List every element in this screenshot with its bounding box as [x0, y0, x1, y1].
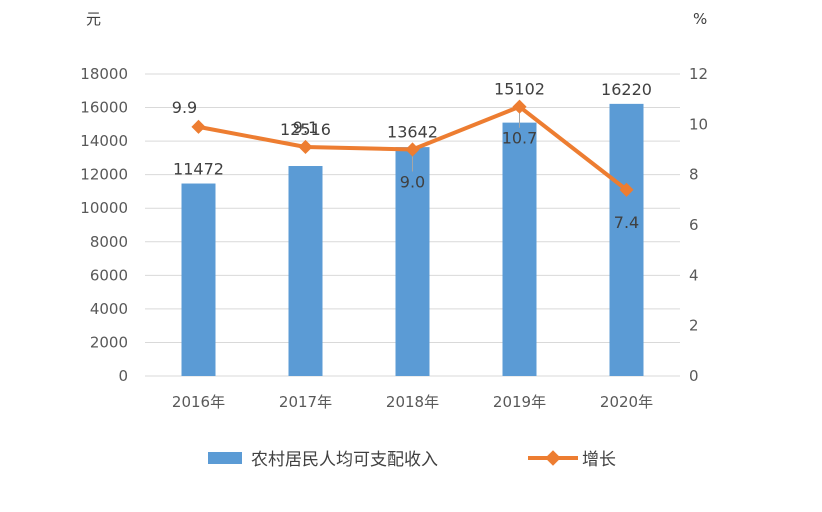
growth-marker	[405, 142, 420, 157]
bar-value-label: 11472	[173, 160, 224, 179]
bar-value-label: 12516	[280, 120, 331, 139]
left-axis-tick-label: 14000	[80, 132, 128, 150]
x-axis-tick-label: 2020年	[600, 393, 653, 411]
growth-marker	[298, 139, 313, 155]
growth-value-label: 10.7	[502, 129, 538, 148]
right-axis-unit: %	[693, 10, 707, 28]
left-axis-tick-label: 8000	[90, 233, 128, 251]
left-axis-tick-label: 10000	[80, 199, 128, 217]
legend-line-label: 增长	[582, 450, 616, 470]
left-axis-tick-label: 6000	[90, 266, 128, 284]
x-axis-tick-label: 2019年	[493, 393, 546, 411]
right-axis-tick-label: 6	[689, 216, 699, 234]
left-axis-tick-label: 0	[118, 367, 128, 385]
right-axis-tick-label: 4	[689, 266, 699, 284]
growth-value-label: 9.9	[172, 98, 197, 117]
leader-lines	[412, 112, 520, 172]
bar	[609, 103, 644, 376]
right-axis-tick-label: 0	[689, 367, 699, 385]
x-axis-tick-label: 2016年	[172, 393, 225, 411]
axes: 0 2000 4000 6000 8000 10000 12000 14000 16000 180…	[80, 65, 708, 411]
growth-value-label: 7.4	[614, 213, 639, 232]
left-axis-tick-label: 12000	[80, 166, 128, 184]
right-axis-tick-label: 8	[689, 166, 699, 184]
left-axis-unit: 元	[86, 10, 101, 28]
left-axis-tick-label: 2000	[90, 333, 128, 351]
bar	[395, 147, 430, 376]
bar-value-label: 13642	[387, 123, 438, 142]
growth-value-label: 9.1	[293, 118, 318, 137]
bar	[288, 166, 323, 376]
legend: 农村居民人均可支配收入 增长	[208, 450, 616, 470]
right-axis-tick-label: 2	[689, 317, 699, 335]
legend-line-marker	[545, 450, 561, 466]
left-axis-tick-label: 18000	[80, 65, 128, 83]
legend-bar-label: 农村居民人均可支配收入	[251, 450, 438, 470]
x-axis-tick-label: 2018年	[386, 393, 439, 411]
x-axis-tick-label: 2017年	[279, 393, 332, 411]
right-axis-tick-label: 12	[689, 65, 708, 83]
left-axis-tick-label: 4000	[90, 300, 128, 318]
legend-bar-swatch	[208, 452, 242, 464]
data-labels: 11472 12516 13642 15102 16220 9.9 9.1 9.0 10.7 7.…	[172, 80, 652, 232]
bar-value-label: 15102	[494, 80, 545, 99]
bar	[502, 122, 537, 376]
right-axis-tick-label: 10	[689, 115, 708, 133]
left-axis-tick-label: 16000	[80, 99, 128, 117]
growth-marker	[191, 119, 206, 134]
growth-value-label: 9.0	[400, 173, 425, 192]
growth-marker	[512, 99, 527, 114]
bar-value-label: 16220	[601, 80, 652, 99]
bar-series	[181, 103, 644, 376]
bar	[181, 183, 216, 376]
growth-marker	[619, 182, 634, 197]
